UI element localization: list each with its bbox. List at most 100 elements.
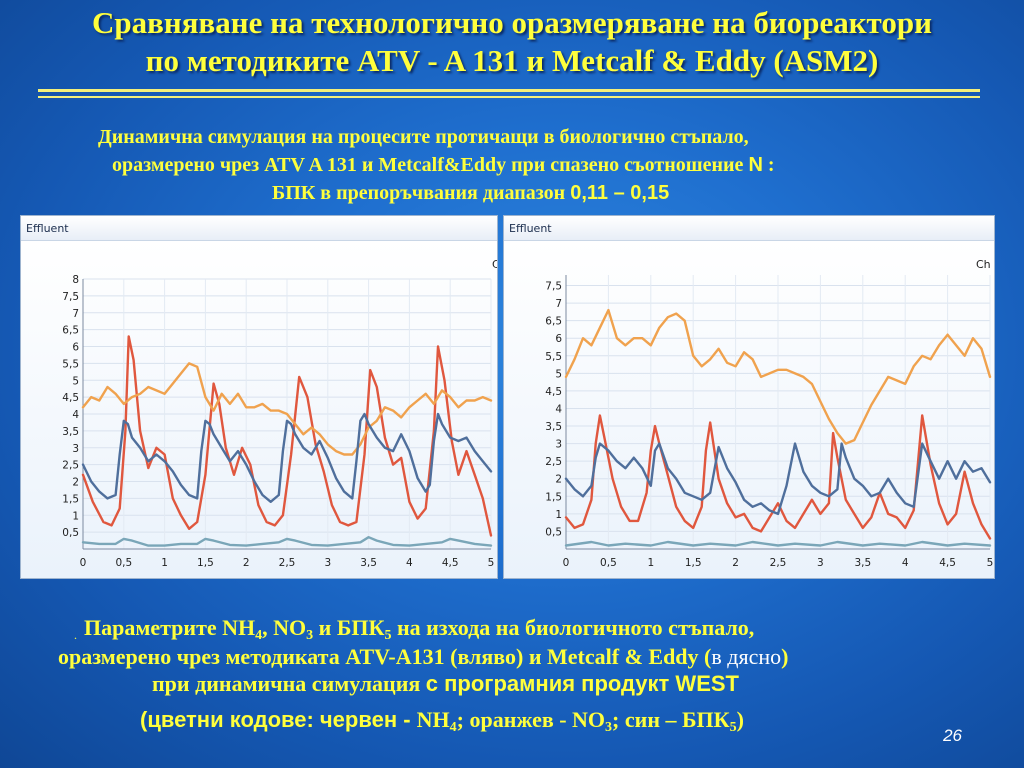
x-tick-label: 5: [488, 557, 495, 569]
caption-l1-sub1: 4: [255, 628, 263, 643]
caption-l1-a: Параметрите NH: [84, 615, 256, 640]
caption-line3: при динамична симулация с програмния про…: [152, 670, 739, 698]
y-tick-label: 1,5: [62, 493, 79, 505]
caption-l3-west: с програмния продукт WEST: [425, 671, 739, 696]
subtitle-range: 0,11 – 0,15: [570, 182, 670, 204]
subtitle-line2-text: оразмерено чрез ATV A 131 и Metcalf&Eddy…: [112, 154, 749, 176]
x-tick-label: 1,5: [685, 557, 702, 569]
chart-panel-right-title: Effluent: [509, 222, 552, 235]
y-tick-label: 2,5: [545, 456, 562, 468]
subtitle-ratio-n: N: [748, 154, 763, 176]
subtitle-line1: Динамична симулация на процесите протича…: [98, 126, 749, 148]
y-tick-label: 1: [555, 509, 562, 521]
caption-l4-b: NH: [416, 707, 450, 732]
x-tick-label: 1: [647, 557, 654, 569]
x-tick-label: 4,5: [939, 557, 956, 569]
slide-title-line1: Сравняване на технологично оразмеряване …: [92, 5, 932, 40]
y-tick-label: 7,5: [545, 281, 562, 293]
x-tick-label: 4,5: [442, 557, 459, 569]
x-tick-label: 2,5: [279, 557, 296, 569]
x-tick-label: 4: [406, 557, 413, 569]
chart-panel-left-title: Effluent: [26, 222, 69, 235]
x-tick-label: 3: [817, 557, 824, 569]
y-tick-label: 3: [555, 439, 562, 451]
y-tick-label: 5: [555, 368, 562, 380]
subtitle-line2: оразмерено чрез ATV A 131 и Metcalf&Eddy…: [112, 152, 775, 178]
x-tick-label: 2: [732, 557, 739, 569]
y-tick-label: 6,5: [545, 316, 562, 328]
chart-corner-label: C: [492, 258, 497, 271]
chart-corner-label: Ch: [976, 258, 991, 271]
caption-line2: оразмерено чрез методиката ATV-A131 (вля…: [58, 643, 788, 671]
caption-l1-b: , NO: [262, 615, 307, 640]
x-tick-label: 0,5: [115, 557, 132, 569]
series-line-orange: [81, 362, 493, 456]
y-tick-label: 3,5: [545, 421, 562, 433]
x-tick-label: 4: [902, 557, 909, 569]
caption-l4-sub1: 4: [449, 720, 457, 735]
chart-panel-left-header: Effluent: [21, 216, 497, 241]
y-tick-label: 2: [72, 477, 79, 489]
caption-l4-e: ): [736, 707, 744, 732]
y-tick-label: 5,5: [545, 351, 562, 363]
x-tick-label: 0: [563, 557, 570, 569]
chart-panel-left: Effluent 0,5 1 1,5 2 2,5 3 3,5 4 4,5 5 5,5 6 6,5 7 7,5…: [20, 215, 498, 579]
y-tick-label: 6: [72, 342, 79, 354]
y-tick-label: 5: [72, 375, 79, 387]
x-tick-label: 1,5: [197, 557, 214, 569]
y-tick-label: 6,5: [62, 325, 79, 337]
bullet-marker: .: [74, 628, 77, 642]
series-line-orange: [564, 308, 992, 445]
y-tick-label: 5,5: [62, 358, 79, 370]
caption-l2-c: ): [781, 644, 789, 669]
caption-l4-a: (цветни кодове: червен -: [140, 707, 417, 732]
subtitle-line3-text: БПК в препоръчвания диапазон: [272, 182, 571, 204]
title-divider: [38, 89, 980, 92]
series-line-teal: [564, 540, 992, 547]
y-tick-label: 1: [72, 510, 79, 522]
chart-panel-right-header: Effluent: [504, 216, 994, 241]
y-tick-label: 3: [72, 443, 79, 455]
x-tick-label: 2: [243, 557, 250, 569]
y-tick-label: 4,5: [545, 386, 562, 398]
chart-panel-right: Effluent 0,5 1 1,5 2 2,5 3 3,5 4 4,5 5 5,5 6 6,5 7 7,5…: [503, 215, 995, 579]
caption-l4-sub3: 5: [729, 720, 737, 735]
y-tick-label: 4: [72, 409, 79, 421]
x-tick-label: 3: [324, 557, 331, 569]
x-tick-label: 0,5: [600, 557, 617, 569]
caption-line4: (цветни кодове: червен - NH4; оранжев - …: [140, 706, 744, 735]
effluent-chart-left: 0,5 1 1,5 2 2,5 3 3,5 4 4,5 5 5,5 6 6,5 7 7,5 8 0 0,5 1 1,5…: [62, 258, 497, 569]
y-tick-label: 2: [555, 474, 562, 486]
effluent-chart-right: 0,5 1 1,5 2 2,5 3 3,5 4 4,5 5 5,5 6 6,5 7 7,5 0 0,5 1 1,5 2…: [545, 258, 994, 569]
y-tick-label: 1,5: [545, 491, 562, 503]
slide-title-line2: по методиките ATV - A 131 и Metcalf & Ed…: [145, 43, 879, 78]
caption-l1-sub2: 3: [306, 628, 314, 643]
x-tick-label: 1: [161, 557, 168, 569]
x-tick-label: 3,5: [854, 557, 871, 569]
subtitle-line2-colon: :: [762, 154, 775, 176]
x-tick-label: 5: [987, 557, 994, 569]
x-tick-label: 2,5: [770, 557, 787, 569]
series-line-teal: [81, 536, 493, 547]
caption-l2-right-note: в дясно: [711, 644, 782, 669]
caption-line1: Параметрите NH4, NO3 и БПК5 на изхода на…: [84, 614, 755, 643]
page-number: 26: [943, 726, 962, 745]
subtitle-line3: БПК в препоръчвания диапазон 0,11 – 0,15: [272, 180, 669, 206]
caption-l4-d: ; син – БПК: [612, 707, 730, 732]
y-tick-label: 0,5: [545, 526, 562, 538]
caption-l1-sub3: 5: [384, 628, 392, 643]
y-tick-label: 6: [555, 333, 562, 345]
y-tick-label: 0,5: [62, 527, 79, 539]
title-divider-thin: [38, 96, 980, 98]
y-tick-label: 4: [555, 403, 562, 415]
y-tick-label: 3,5: [62, 426, 79, 438]
y-tick-label: 4,5: [62, 392, 79, 404]
series-line-red: [564, 414, 992, 540]
series-line-red: [81, 335, 493, 537]
series-line-blue: [564, 442, 992, 516]
caption-l4-sub2: 3: [605, 720, 613, 735]
caption-l4-c: ; оранжев - NO: [456, 707, 606, 732]
caption-l1-d: на изхода на биологичното стъпало,: [391, 615, 755, 640]
y-tick-label: 8: [72, 274, 79, 286]
x-tick-label: 0: [80, 557, 87, 569]
